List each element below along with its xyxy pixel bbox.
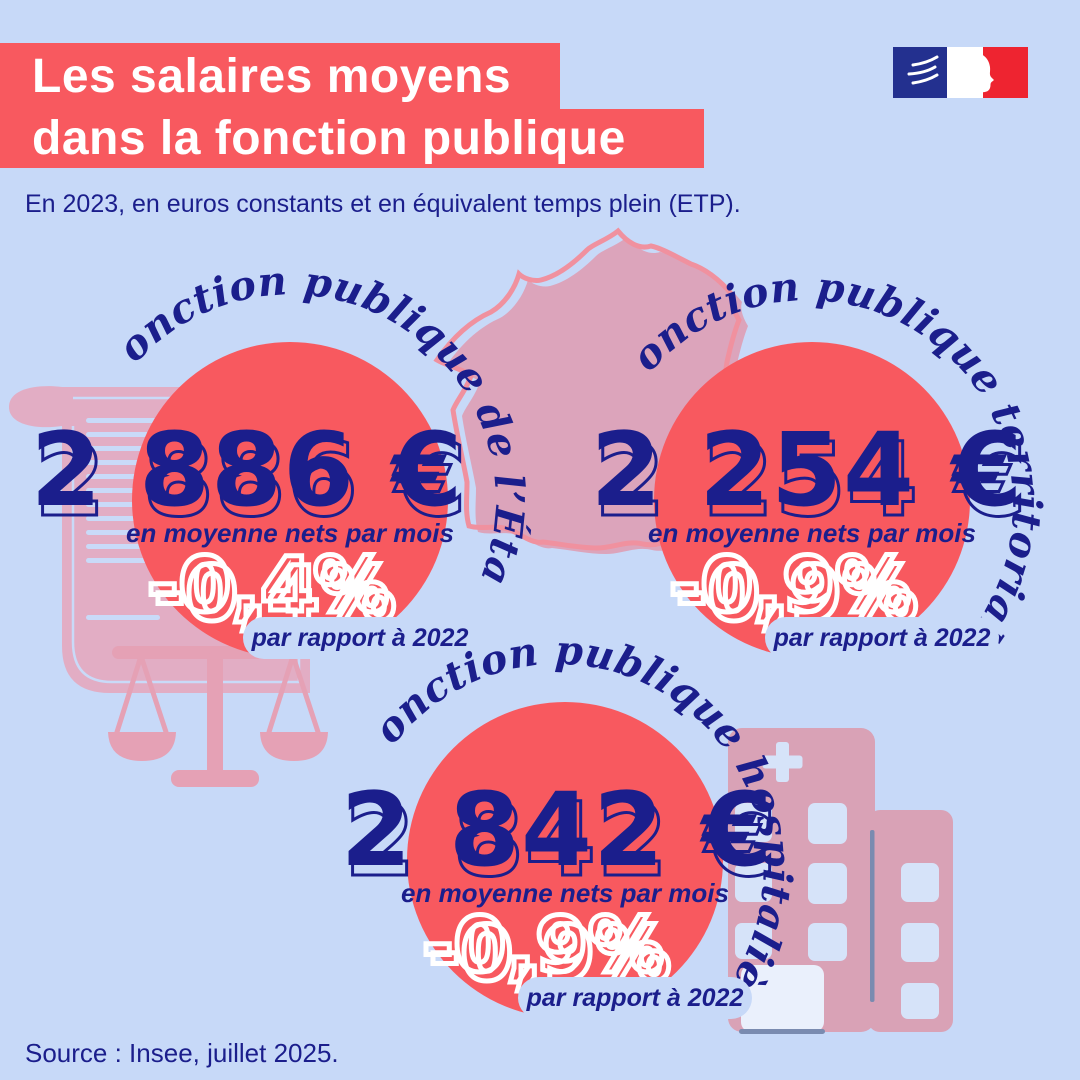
salary-caption: en moyenne nets par mois xyxy=(401,878,729,908)
change-percent: -0,9% -0,9% xyxy=(343,904,743,994)
salary-amount: 2 842 € 2 842 € xyxy=(317,780,797,894)
hospital-door xyxy=(741,965,824,1032)
card-fonction-publique-hospitaliere: Fonction publique hospitalière 2 842 € 2… xyxy=(336,603,830,1070)
change-percent-value: -0,9% xyxy=(666,540,913,629)
source-note: Source : Insee, juillet 2025. xyxy=(25,1038,339,1068)
title-banner-line1: Les salaires moyens xyxy=(0,43,560,109)
salary-amount-value: 2 886 € xyxy=(30,411,464,530)
marianne-wind-lines-icon xyxy=(907,55,939,85)
justice-scales-illustration xyxy=(108,646,328,787)
comparison-pill: par rapport à 2022 xyxy=(243,617,477,659)
hospital-windows xyxy=(735,803,939,1019)
salary-amount-shadow: 2 886 € xyxy=(33,421,468,540)
hospital-cross-icon xyxy=(762,742,803,782)
salary-caption: en moyenne nets par mois xyxy=(648,518,976,548)
comparison-pill: par rapport à 2022 xyxy=(518,977,752,1019)
title-line1: Les salaires moyens xyxy=(32,49,512,103)
comparison-pill: par rapport à 2022 xyxy=(765,617,999,659)
title-banner-line2: dans la fonction publique xyxy=(0,109,704,168)
salary-amount-shadow: 2 842 € xyxy=(343,781,778,900)
salary-circle xyxy=(132,342,448,658)
subtitle: En 2023, en euros constants et en équiva… xyxy=(25,190,741,218)
salary-amount-value: 2 842 € xyxy=(340,771,774,890)
change-percent: -0,9% -0,9% xyxy=(590,544,990,634)
salary-caption: en moyenne nets par mois xyxy=(126,518,454,548)
card-fonction-publique-etat: Fonction publique de l’État 2 886 € 2 88… xyxy=(26,243,533,710)
comparison-pill-label: par rapport à 2022 xyxy=(526,983,744,1012)
salary-circle xyxy=(407,702,723,1018)
salary-circle xyxy=(654,342,970,658)
salary-amount-value: 2 254 € xyxy=(590,411,1024,530)
card-fonction-publique-territoriale: Fonction publique territoriale 2 254 € 2… xyxy=(586,243,1080,710)
curved-title: Fonction publique hospitalière xyxy=(336,603,801,999)
republique-francaise-marianne-logo xyxy=(893,47,1028,98)
salary-amount: 2 254 € 2 254 € xyxy=(567,420,1047,534)
curved-title: Fonction publique de l’État xyxy=(26,243,533,592)
change-percent-value: -0,9% xyxy=(419,900,666,989)
hospital-buildings-illustration xyxy=(728,728,953,1034)
change-percent: -0,4% -0,4% xyxy=(68,544,468,634)
marianne-profile-icon xyxy=(959,52,994,98)
comparison-pill-label: par rapport à 2022 xyxy=(251,623,469,652)
title-line2: dans la fonction publique xyxy=(32,112,626,165)
salary-amount-shadow: 2 254 € xyxy=(593,421,1028,540)
salary-amount: 2 886 € 2 886 € xyxy=(7,420,487,534)
change-percent-value: -0,4% xyxy=(144,540,391,629)
curved-title: Fonction publique territoriale xyxy=(586,243,1050,649)
comparison-pill-label: par rapport à 2022 xyxy=(773,623,991,652)
